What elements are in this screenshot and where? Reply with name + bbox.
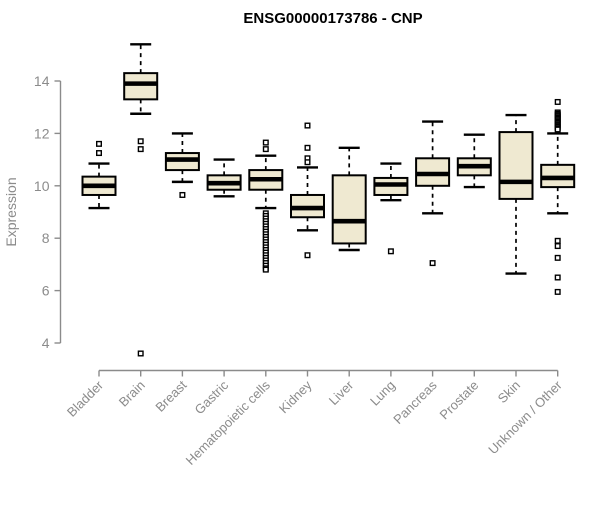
x-tick-label-gastric: Gastric bbox=[192, 377, 232, 417]
x-tick-label-pancreas: Pancreas bbox=[390, 377, 440, 427]
chart-title: ENSG00000173786 - CNP bbox=[243, 10, 422, 27]
x-tick-label-brain: Brain bbox=[116, 378, 148, 410]
box-lung bbox=[373, 162, 409, 255]
outlier-point bbox=[179, 191, 186, 198]
outlier-point bbox=[95, 140, 102, 147]
iqr-box bbox=[123, 72, 159, 101]
outlier-point bbox=[387, 248, 394, 255]
outlier-point bbox=[554, 98, 561, 105]
outlier-point bbox=[304, 122, 311, 129]
x-tick-label-kidney: Kidney bbox=[276, 377, 315, 416]
y-tick-label: 14 bbox=[34, 73, 50, 89]
outlier-point bbox=[429, 260, 436, 267]
outlier-point bbox=[304, 252, 311, 259]
y-tick-label: 12 bbox=[34, 125, 50, 141]
box-bladder bbox=[81, 140, 117, 210]
y-tick-label: 10 bbox=[34, 178, 50, 194]
outlier-point bbox=[554, 274, 561, 281]
outlier-point bbox=[554, 288, 561, 295]
box-kidney bbox=[290, 122, 325, 259]
outlier-point bbox=[304, 144, 311, 151]
box-skin bbox=[498, 113, 534, 275]
box-gastric bbox=[206, 158, 242, 198]
outlier-point bbox=[554, 126, 561, 133]
y-axis: 4 6 8 10 12 14 bbox=[34, 73, 62, 351]
outlier-point bbox=[262, 139, 269, 146]
outlier-point bbox=[137, 350, 144, 357]
iqr-box bbox=[331, 174, 367, 245]
outlier-point bbox=[554, 243, 561, 250]
x-tick-label-prostate: Prostate bbox=[437, 378, 482, 423]
outlier-point bbox=[554, 237, 561, 244]
outlier-point bbox=[95, 150, 102, 157]
x-tick-label-bladder: Bladder bbox=[64, 377, 107, 420]
iqr-box bbox=[498, 131, 534, 200]
y-tick-label: 8 bbox=[42, 230, 50, 246]
box-unknown-other bbox=[540, 98, 576, 295]
outlier-point bbox=[137, 146, 144, 153]
x-tick-label-unknown-other: Unknown / Other bbox=[485, 377, 565, 457]
y-tick-label: 4 bbox=[42, 335, 50, 351]
box-pancreas bbox=[415, 120, 451, 267]
x-tick-label-skin: Skin bbox=[495, 378, 523, 406]
outlier-point bbox=[262, 266, 269, 273]
y-tick-label: 6 bbox=[42, 283, 50, 299]
x-tick-label-breast: Breast bbox=[152, 377, 189, 414]
outlier-point bbox=[304, 159, 311, 166]
outlier-point bbox=[554, 254, 561, 261]
outlier-point bbox=[137, 138, 144, 145]
box-liver bbox=[331, 146, 367, 252]
x-tick-label-lung: Lung bbox=[367, 378, 398, 409]
box-prostate bbox=[456, 133, 492, 189]
box-breast bbox=[164, 132, 200, 198]
y-axis-label: Expression bbox=[3, 177, 19, 246]
x-tick-label-liver: Liver bbox=[326, 377, 357, 408]
box-brain bbox=[123, 43, 159, 357]
outlier-point bbox=[262, 146, 269, 153]
box-hematopoietic-cells bbox=[248, 139, 284, 273]
